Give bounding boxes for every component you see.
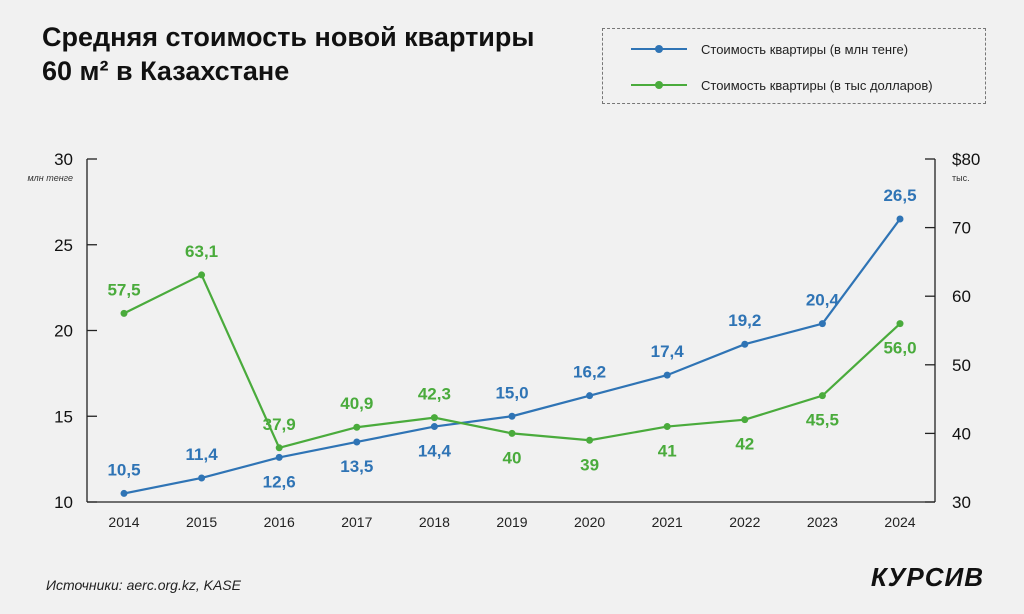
data-label: 15,0 bbox=[495, 383, 528, 402]
x-tick-label: 2015 bbox=[186, 514, 217, 530]
data-label: 40,9 bbox=[340, 394, 373, 413]
x-tick-label: 2019 bbox=[496, 514, 527, 530]
legend-item-usd: Стоимость квартиры (в тыс долларов) bbox=[631, 75, 933, 95]
data-label: 41 bbox=[658, 442, 677, 461]
legend-line-green bbox=[631, 81, 687, 89]
right-tick-label: 50 bbox=[952, 356, 971, 375]
legend: Стоимость квартиры (в млн тенге) Стоимос… bbox=[602, 28, 986, 104]
x-tick-label: 2024 bbox=[884, 514, 915, 530]
data-label: 11,4 bbox=[186, 445, 219, 464]
left-tick-label: 25 bbox=[54, 236, 73, 255]
right-tick-label: 70 bbox=[952, 219, 971, 238]
x-tick-label: 2023 bbox=[807, 514, 838, 530]
data-point bbox=[508, 429, 516, 437]
legend-item-tenge: Стоимость квартиры (в млн тенге) bbox=[631, 39, 908, 59]
right-tick-label: $80 bbox=[952, 150, 980, 169]
data-label: 57,5 bbox=[107, 280, 140, 299]
data-label: 19,2 bbox=[728, 311, 761, 330]
data-label: 16,2 bbox=[573, 363, 606, 382]
legend-line-blue bbox=[631, 45, 687, 53]
right-axis-unit: тыс. bbox=[952, 173, 970, 183]
data-label: 63,1 bbox=[185, 242, 218, 261]
data-point bbox=[198, 474, 206, 482]
data-point bbox=[663, 371, 671, 379]
data-label: 17,4 bbox=[651, 342, 685, 361]
data-label: 26,5 bbox=[883, 186, 916, 205]
left-axis-unit: млн тенге bbox=[28, 173, 74, 183]
data-point bbox=[353, 438, 361, 446]
data-label: 14,4 bbox=[418, 442, 452, 461]
data-point bbox=[896, 320, 904, 328]
data-point bbox=[586, 436, 594, 444]
x-tick-label: 2016 bbox=[264, 514, 295, 530]
x-tick-label: 2020 bbox=[574, 514, 605, 530]
left-tick-label: 10 bbox=[54, 493, 73, 512]
data-label: 39 bbox=[580, 455, 599, 474]
data-point bbox=[741, 340, 749, 348]
source-note: Источники: aerc.org.kz, KASE bbox=[46, 577, 241, 593]
data-point bbox=[818, 320, 826, 328]
x-tick-label: 2014 bbox=[108, 514, 139, 530]
data-point bbox=[586, 392, 594, 400]
data-point bbox=[275, 453, 283, 461]
data-label: 20,4 bbox=[806, 291, 840, 310]
logo: КУРСИВ bbox=[870, 562, 984, 592]
chart-title: Средняя стоимость новой квартиры 60 м² в… bbox=[42, 22, 535, 86]
data-point bbox=[508, 412, 516, 420]
data-point bbox=[275, 444, 283, 452]
right-tick-label: 30 bbox=[952, 493, 971, 512]
data-point bbox=[430, 414, 438, 422]
x-tick-label: 2021 bbox=[652, 514, 683, 530]
data-point bbox=[198, 271, 206, 279]
data-point bbox=[120, 489, 128, 497]
data-label: 12,6 bbox=[263, 472, 296, 491]
data-label: 37,9 bbox=[263, 415, 296, 434]
series-line-1 bbox=[123, 273, 901, 450]
data-label: 45,5 bbox=[806, 411, 839, 430]
x-tick-label: 2022 bbox=[729, 514, 760, 530]
left-tick-label: 15 bbox=[54, 407, 73, 426]
data-label: 13,5 bbox=[340, 457, 373, 476]
data-label: 42,3 bbox=[418, 385, 451, 404]
data-point bbox=[430, 423, 438, 431]
data-point bbox=[741, 416, 749, 424]
data-point bbox=[120, 309, 128, 317]
data-label: 10,5 bbox=[107, 460, 140, 479]
x-tick-label: 2018 bbox=[419, 514, 450, 530]
legend-label: Стоимость квартиры (в тыс долларов) bbox=[701, 77, 933, 93]
data-point bbox=[353, 423, 361, 431]
left-tick-label: 20 bbox=[54, 322, 73, 341]
data-point bbox=[818, 392, 826, 400]
data-label: 40 bbox=[503, 448, 522, 467]
right-tick-label: 60 bbox=[952, 287, 971, 306]
x-tick-label: 2017 bbox=[341, 514, 372, 530]
data-label: 56,0 bbox=[883, 339, 916, 358]
data-point bbox=[896, 215, 904, 223]
right-tick-label: 40 bbox=[952, 424, 971, 443]
data-point bbox=[663, 423, 671, 431]
data-label: 42 bbox=[735, 435, 754, 454]
left-tick-label: 30 bbox=[54, 150, 73, 169]
legend-label: Стоимость квартиры (в млн тенге) bbox=[701, 41, 909, 57]
